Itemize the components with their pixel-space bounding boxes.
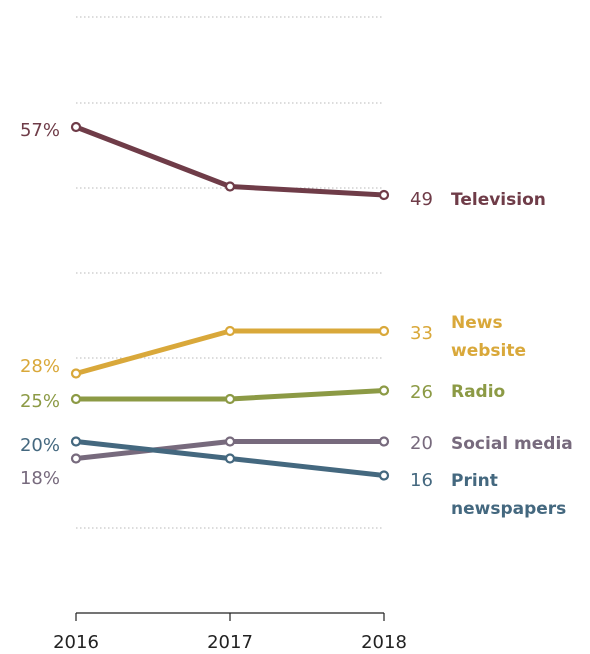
radio-point <box>378 385 390 396</box>
television-end-value: 49 <box>410 189 433 210</box>
x-axis: 2016 2017 2018 <box>53 612 407 653</box>
television-series-name: Television <box>451 190 546 210</box>
print-newspapers-series-name: Print newspapers <box>451 471 566 519</box>
gridlines <box>76 16 384 529</box>
news-website-end-value: 33 <box>410 323 433 344</box>
series-labels: 57% 49 Television 28% 33 News website 25% 26 Radi… <box>20 120 573 519</box>
social-media-series-name: Social media <box>451 434 573 454</box>
radio-start-label: 25% <box>20 391 60 412</box>
radio-point <box>224 393 236 405</box>
print-newspapers-point <box>224 453 236 464</box>
print-newspapers-point <box>70 436 82 447</box>
social-media-start-label: 18% <box>20 468 60 489</box>
social-media-end-value: 20 <box>410 433 433 454</box>
news-website-point <box>70 368 82 379</box>
news-website-point <box>224 325 236 337</box>
social-media-point <box>378 436 390 447</box>
print-newspapers-start-label: 20% <box>20 435 60 456</box>
x-tick-label: 2016 <box>53 632 99 653</box>
x-tick-label: 2017 <box>207 632 253 653</box>
radio-point <box>70 393 82 405</box>
television-point <box>378 189 390 201</box>
television-point <box>224 181 236 192</box>
x-tick-label: 2018 <box>361 632 407 653</box>
news-website-point <box>378 325 390 337</box>
social-media-point <box>70 453 82 464</box>
radio-series-name: Radio <box>451 382 505 402</box>
social-media-point <box>224 436 236 447</box>
series-lines <box>70 121 390 481</box>
radio-end-value: 26 <box>410 382 433 403</box>
print-newspapers-point <box>378 470 390 481</box>
news-website-start-label: 28% <box>20 356 60 377</box>
print-newspapers-end-value: 16 <box>410 470 433 491</box>
television-start-label: 57% <box>20 120 60 141</box>
television-point <box>70 121 82 133</box>
news-website-series-name: News website <box>451 313 526 361</box>
news-website-line <box>73 328 387 376</box>
